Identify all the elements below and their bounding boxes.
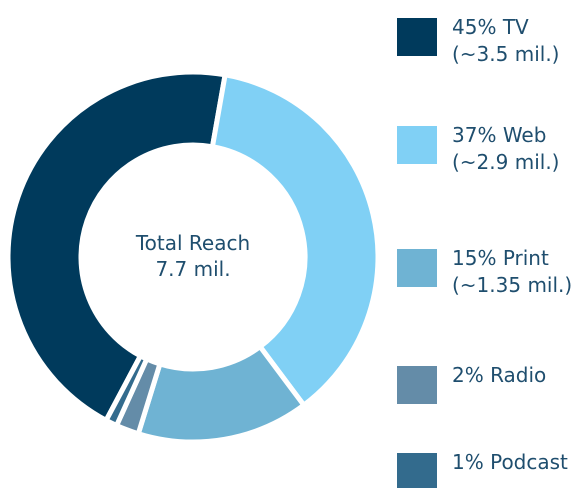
legend-reach: (~1.35 mil.) (452, 273, 572, 297)
donut-slice (209, 71, 381, 409)
legend-swatch (397, 18, 437, 56)
legend-label: 15% Print (452, 246, 549, 270)
legend-category: Print (503, 246, 549, 270)
legend-value: 1% (452, 450, 484, 474)
legend-swatch (397, 126, 437, 164)
legend-label: 2% Radio (452, 363, 546, 387)
legend-swatch (397, 453, 437, 488)
legend-value: 2% (452, 363, 484, 387)
legend-category: TV (502, 15, 529, 39)
legend-reach: (~3.5 mil.) (452, 42, 559, 66)
legend-swatch (397, 366, 437, 404)
legend-value: 45% (452, 15, 496, 39)
legend-swatch (397, 249, 437, 287)
legend-reach: (~2.9 mil.) (452, 150, 559, 174)
legend-label: 37% Web (452, 123, 546, 147)
legend-category: Podcast (490, 450, 568, 474)
legend-value: 37% (452, 123, 496, 147)
center-label: 7.7 mil. (155, 257, 230, 281)
legend-category: Radio (490, 363, 546, 387)
legend-value: 15% (452, 246, 496, 270)
legend-category: Web (503, 123, 547, 147)
legend-label: 45% TV (452, 15, 529, 39)
donut-slice (102, 352, 151, 429)
legend-label: 1% Podcast (452, 450, 568, 474)
center-label: Total Reach (135, 231, 250, 255)
donut-slice (5, 69, 229, 424)
